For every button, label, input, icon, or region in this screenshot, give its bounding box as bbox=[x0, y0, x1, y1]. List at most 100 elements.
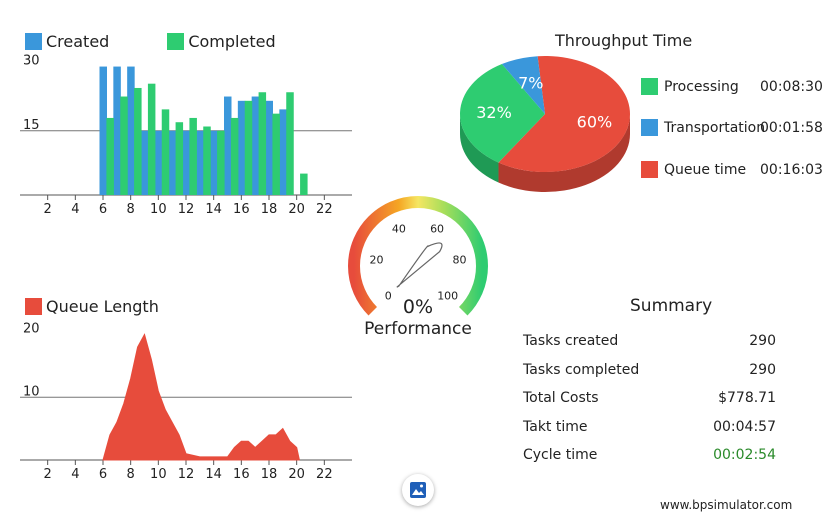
bar-x-tick-label: 10 bbox=[150, 202, 167, 217]
summary-label: Takt time bbox=[523, 419, 588, 435]
legend-item-processing: Processing bbox=[641, 78, 739, 95]
gauge-tick-label: 80 bbox=[452, 253, 466, 266]
queue-x-tick-label: 2 bbox=[44, 467, 52, 482]
gauge-tick-label: 60 bbox=[430, 223, 444, 236]
summary-title: Summary bbox=[630, 296, 713, 316]
created-bar bbox=[141, 130, 149, 195]
completed-bar bbox=[120, 96, 128, 195]
queue-x-tick-label: 18 bbox=[261, 467, 278, 482]
completed-bar bbox=[217, 130, 225, 195]
queue-time-swatch bbox=[641, 161, 658, 178]
queue-y-label: 10 bbox=[23, 384, 40, 399]
completed-bar bbox=[300, 173, 308, 195]
summary-row-total-costs: Total Costs $778.71 bbox=[523, 390, 776, 406]
gauge-needle bbox=[396, 242, 443, 288]
created-bar bbox=[265, 100, 273, 195]
completed-bar bbox=[258, 92, 267, 195]
pie-side-queue-time bbox=[498, 114, 630, 192]
created-bar bbox=[224, 96, 232, 195]
summary-value: 290 bbox=[749, 362, 776, 378]
pie-data-label: 32% bbox=[476, 103, 512, 122]
queue-x-tick-label: 14 bbox=[205, 467, 222, 482]
queue-length-area bbox=[102, 333, 300, 461]
pie-chart-title: Throughput Time bbox=[555, 31, 693, 50]
completed-bar bbox=[203, 126, 211, 195]
legend-item-queue-time: Queue time bbox=[641, 161, 746, 178]
gauge-value: 0% bbox=[402, 296, 434, 318]
queue-x-tick-label: 22 bbox=[316, 467, 333, 482]
pie-side-processing bbox=[460, 114, 499, 183]
bar-x-tick-label: 18 bbox=[261, 202, 278, 217]
created-swatch bbox=[25, 33, 42, 50]
pie-slice-queue-time bbox=[498, 56, 630, 172]
export-image-button[interactable] bbox=[402, 474, 434, 506]
queue-legend: Queue Length bbox=[25, 297, 159, 316]
transportation-swatch bbox=[641, 119, 658, 136]
image-icon bbox=[410, 482, 426, 498]
transportation-time: 00:01:58 bbox=[760, 120, 823, 136]
summary-value: 290 bbox=[749, 333, 776, 349]
summary-row-takt-time: Takt time 00:04:57 bbox=[523, 419, 776, 435]
summary-row-tasks-created: Tasks created 290 bbox=[523, 333, 776, 349]
queue-x-tick-label: 20 bbox=[288, 467, 305, 482]
completed-bar bbox=[161, 109, 170, 195]
summary-label: Total Costs bbox=[523, 390, 599, 406]
completed-bar bbox=[147, 83, 156, 195]
queue-x-tick-label: 10 bbox=[150, 467, 167, 482]
bar-y-label: 15 bbox=[23, 118, 40, 133]
pie-slice-processing bbox=[460, 64, 545, 163]
summary-table: Tasks created 290 Tasks completed 290 To… bbox=[523, 333, 776, 473]
gauge-tick-label: 40 bbox=[392, 223, 406, 236]
queue-legend-label: Queue Length bbox=[46, 297, 159, 316]
summary-row-cycle-time: Cycle time 00:02:54 bbox=[523, 447, 776, 463]
created-bar bbox=[237, 100, 246, 195]
created-legend-label: Created bbox=[46, 32, 110, 51]
summary-label: Tasks created bbox=[523, 333, 619, 349]
bar-x-tick-label: 14 bbox=[205, 202, 222, 217]
completed-bar bbox=[272, 113, 280, 195]
queue-x-tick-label: 8 bbox=[127, 467, 135, 482]
completed-bar bbox=[230, 117, 239, 195]
bar-x-tick-label: 6 bbox=[99, 202, 107, 217]
completed-legend-label: Completed bbox=[188, 32, 276, 51]
bar-x-tick-label: 22 bbox=[316, 202, 333, 217]
created-bar bbox=[210, 130, 218, 195]
created-bar bbox=[99, 66, 107, 195]
completed-bar bbox=[175, 122, 184, 195]
queue-time-label: Queue time bbox=[664, 161, 747, 178]
performance-gauge: 0 20 40 60 80 100 bbox=[348, 196, 488, 316]
gauge-tick-label: 0 bbox=[385, 290, 392, 303]
summary-value: 00:02:54 bbox=[713, 447, 776, 463]
created-bar bbox=[127, 66, 135, 195]
bar-x-tick-label: 16 bbox=[233, 202, 250, 217]
created-bar bbox=[182, 130, 190, 195]
bar-x-tick-label: 4 bbox=[71, 202, 79, 217]
bar-chart-legend: Created Completed bbox=[25, 32, 276, 51]
summary-label: Tasks completed bbox=[523, 362, 640, 378]
created-bar bbox=[154, 130, 163, 195]
gauge-tick-label: 20 bbox=[370, 253, 384, 266]
queue-x-tick-label: 6 bbox=[99, 467, 107, 482]
queue-time-value: 00:16:03 bbox=[760, 162, 823, 178]
summary-label: Cycle time bbox=[523, 447, 598, 463]
processing-time: 00:08:30 bbox=[760, 79, 823, 95]
created-bar bbox=[113, 66, 121, 195]
queue-x-tick-label: 4 bbox=[71, 467, 79, 482]
gauge-arc bbox=[348, 196, 488, 316]
pie-data-label: 7% bbox=[518, 74, 543, 93]
bar-x-tick-label: 2 bbox=[44, 202, 52, 217]
summary-value: 00:04:57 bbox=[713, 419, 776, 435]
completed-bar bbox=[189, 117, 197, 195]
created-bar bbox=[279, 109, 287, 195]
created-bar bbox=[168, 130, 177, 195]
bar-x-tick-label: 12 bbox=[178, 202, 195, 217]
pie-slice-transportation bbox=[501, 56, 545, 114]
footer-website: www.bpsimulator.com bbox=[660, 498, 793, 512]
completed-bar bbox=[244, 100, 253, 195]
created-completed-bar-chart: 2 4 6 8 10 12 14 16 18 20 22 30 15 bbox=[20, 54, 352, 217]
queue-x-tick-label: 12 bbox=[178, 467, 195, 482]
completed-bar bbox=[134, 87, 142, 195]
completed-swatch bbox=[167, 33, 185, 50]
summary-row-tasks-completed: Tasks completed 290 bbox=[523, 362, 776, 378]
created-bar bbox=[196, 130, 204, 195]
